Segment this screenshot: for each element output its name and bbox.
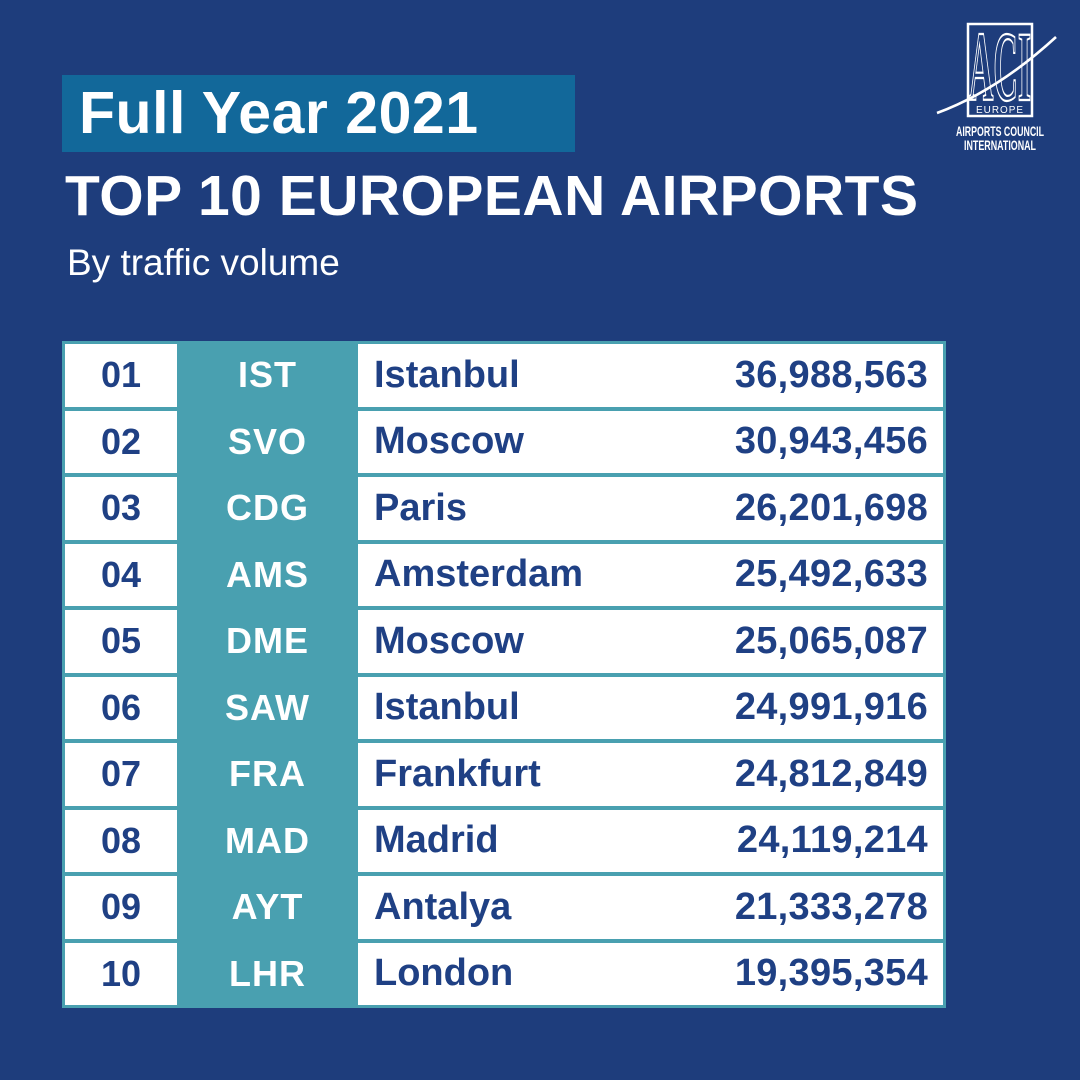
rank-cell: 01 (65, 344, 177, 407)
rank-cell: 08 (65, 809, 177, 872)
airport-code-cell: AYT (231, 886, 304, 928)
logo-caption-line2: INTERNATIONAL (964, 137, 1036, 153)
city-value-cell: London 19,395,354 (358, 942, 943, 1005)
airport-code-cell: SAW (224, 686, 310, 728)
city-label: Paris (374, 486, 467, 529)
city-value-cell: Moscow 30,943,456 (358, 410, 943, 473)
rank-cell: 02 (65, 410, 177, 473)
period-highlight: Full Year 2021 (62, 75, 575, 152)
city-value-cell: Istanbul 24,991,916 (358, 676, 943, 739)
airport-code-cell: AMS (226, 553, 309, 595)
rank-cell: 09 (65, 876, 177, 939)
traffic-value: 26,201,698 (734, 486, 928, 529)
rank-cell: 07 (65, 743, 177, 806)
city-label: Istanbul (374, 686, 520, 729)
city-value-cell: Antalya 21,333,278 (358, 876, 943, 939)
rank-cell: 03 (65, 477, 177, 540)
traffic-value: 25,065,087 (734, 619, 928, 662)
city-value-cell: Paris 26,201,698 (358, 477, 943, 540)
city-label: Amsterdam (374, 553, 584, 596)
logo-acronym: ACI (969, 12, 1031, 123)
city-value-cell: Istanbul 36,988,563 (358, 344, 943, 407)
rank-cell: 05 (65, 610, 177, 673)
traffic-value: 24,991,916 (734, 686, 928, 729)
traffic-value: 24,812,849 (734, 752, 928, 795)
traffic-value: 19,395,354 (734, 952, 928, 995)
airport-code-cell: MAD (225, 819, 310, 861)
page-subtitle: By traffic volume (67, 242, 340, 283)
airport-code-cell: DME (226, 620, 309, 662)
airport-code-cell: CDG (226, 487, 309, 529)
city-label: Madrid (374, 819, 499, 862)
traffic-value: 30,943,456 (734, 420, 928, 463)
city-value-cell: Madrid 24,119,214 (358, 809, 943, 872)
city-value-cell: Moscow 25,065,087 (358, 610, 943, 673)
city-label: Antalya (374, 885, 512, 928)
city-label: Moscow (374, 619, 524, 662)
airport-code-cell: FRA (229, 753, 306, 795)
traffic-value: 36,988,563 (734, 353, 928, 396)
city-label: Frankfurt (374, 752, 541, 795)
logo-box (966, 22, 1034, 118)
page-title: TOP 10 EUROPEAN AIRPORTS (65, 164, 919, 228)
traffic-value: 21,333,278 (734, 885, 928, 928)
city-label: Moscow (374, 420, 524, 463)
logo-swoosh (936, 36, 1057, 115)
rank-cell: 10 (65, 942, 177, 1005)
airport-code-cell: SVO (227, 420, 308, 462)
logo-region: EUROPE (976, 105, 1024, 116)
traffic-table: 01 IST Istanbul 36,988,563 02 SVO Moscow… (62, 341, 946, 1008)
airport-code-cell: LHR (229, 952, 306, 994)
city-value-cell: Amsterdam 25,492,633 (358, 543, 943, 606)
city-label: London (374, 952, 514, 995)
airport-code-cell: IST (237, 354, 297, 396)
logo-caption-line1: AIRPORTS COUNCIL (956, 123, 1044, 139)
city-value-cell: Frankfurt 24,812,849 (358, 743, 943, 806)
rank-cell: 04 (65, 543, 177, 606)
traffic-value: 25,492,633 (734, 553, 928, 596)
city-label: Istanbul (374, 353, 520, 396)
rank-cell: 06 (65, 676, 177, 739)
traffic-value: 24,119,214 (736, 819, 928, 862)
aci-europe-logo: ACI EUROPE AIRPORTS COUNCIL INTERNATIONA… (936, 12, 1057, 153)
